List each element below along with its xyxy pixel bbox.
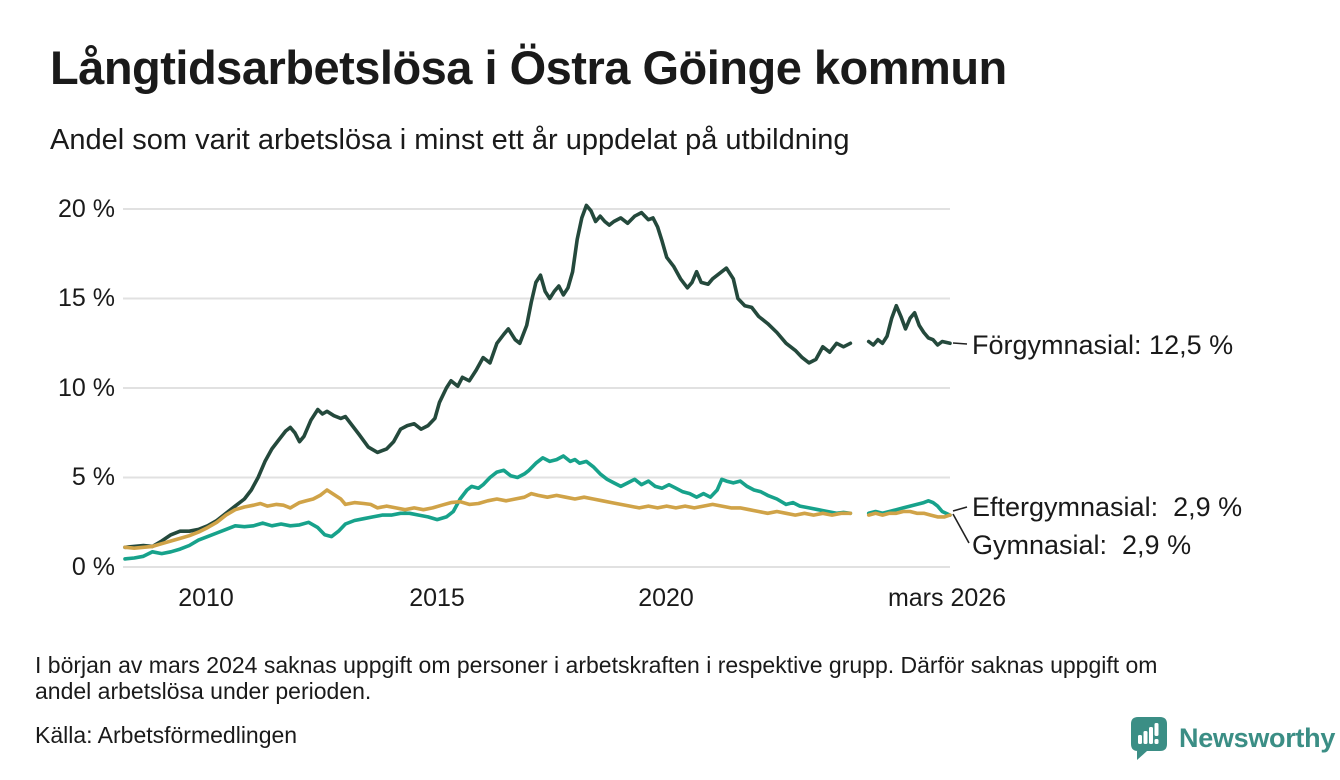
page-subtitle: Andel som varit arbetslösa i minst ett å… (50, 124, 850, 156)
data-series-lines (123, 203, 952, 561)
footnote-line-2: andel arbetslösa under perioden. (35, 678, 372, 704)
line-eftergymnasial (123, 454, 853, 561)
x-axis-tick-2015: 2015 (409, 584, 465, 612)
newsworthy-logo-text: Newsworthy (1179, 722, 1336, 753)
x-axis-tick-2010: 2010 (178, 584, 234, 612)
y-axis-tick-20: 20 % (58, 195, 115, 223)
x-axis-tick-mars-2026: mars 2026 (887, 584, 1007, 612)
footnote-line-1: I början av mars 2024 saknas uppgift om … (35, 652, 1158, 678)
line-gymnasial (866, 509, 952, 519)
y-axis-tick-0: 0 % (71, 553, 115, 581)
newsworthy-logo-icon (1126, 714, 1170, 762)
y-axis-tick-10: 10 % (58, 374, 115, 402)
series-end-label-eftergymnasial: Eftergymnasial: 2,9 % (972, 492, 1243, 522)
series-end-label-forgymnasial: Förgymnasial: 12,5 % (972, 330, 1234, 360)
x-axis-tick-2020: 2020 (638, 584, 694, 612)
y-axis-tick-5: 5 % (71, 463, 115, 491)
newsworthy-logo: Newsworthy (1126, 714, 1335, 762)
source-attribution: Källa: Arbetsförmedlingen (35, 722, 298, 748)
line-gymnasial (123, 488, 853, 550)
label-connector-lines (952, 342, 970, 544)
y-axis-tick-15: 15 % (58, 284, 115, 312)
gridlines (123, 208, 950, 568)
line-förgymnasial (866, 303, 952, 347)
page-title: Långtidsarbetslösa i Östra Göinge kommun (50, 41, 1007, 94)
line-förgymnasial (123, 203, 853, 550)
series-end-label-gymnasial: Gymnasial: 2,9 % (972, 530, 1192, 560)
